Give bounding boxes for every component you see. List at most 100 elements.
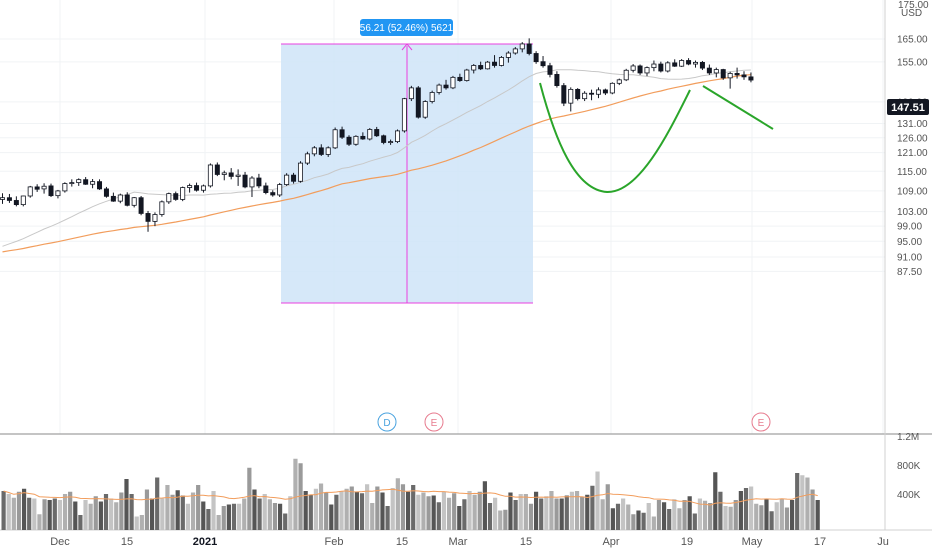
volume-bar — [702, 500, 708, 530]
volume-bar — [615, 503, 621, 530]
price-tick-label: 115.00 — [897, 167, 927, 178]
earnings-marker[interactable] — [751, 412, 771, 432]
candle — [311, 147, 317, 155]
volume-bar — [738, 491, 743, 530]
candle — [485, 61, 491, 70]
candle — [90, 181, 96, 185]
volume-bar — [513, 500, 518, 530]
candle — [561, 85, 567, 104]
price-axis[interactable]: 175.00 USD 165.00155.00139.00131.00126.0… — [897, 0, 929, 278]
candle — [256, 177, 262, 187]
event-markers[interactable]: D E E — [377, 412, 771, 432]
volume-bar — [190, 492, 196, 530]
candles — [0, 38, 754, 232]
candle — [249, 177, 255, 188]
candle — [457, 76, 463, 81]
volume-bar — [247, 467, 252, 530]
price-tick-label: 103.00 — [897, 207, 928, 218]
cup-curve[interactable] — [539, 82, 691, 194]
volume-bar — [621, 498, 626, 530]
candle — [339, 129, 345, 138]
volume-bar — [569, 491, 575, 530]
volume-bar — [11, 497, 16, 530]
time-tick-label: Feb — [325, 536, 344, 548]
candle — [630, 65, 636, 71]
candle — [318, 147, 324, 155]
price-tick-label: 99.00 — [897, 222, 922, 233]
currency-label: USD — [901, 8, 922, 19]
volume-bar — [47, 500, 52, 530]
last-price-marker[interactable]: 147.51 — [887, 99, 929, 115]
volume-bar — [692, 513, 697, 530]
candle — [138, 197, 144, 214]
volume-bar — [390, 488, 395, 530]
volume-bar — [221, 506, 226, 530]
volume-bar — [411, 485, 416, 530]
volume-bar — [749, 486, 754, 530]
volume-bar — [155, 477, 160, 530]
volume-bar — [242, 498, 247, 530]
volume-bar — [528, 503, 534, 530]
candle — [699, 61, 705, 69]
candle — [388, 141, 394, 144]
last-price-box[interactable] — [887, 99, 929, 115]
price-tick-label: 87.50 — [897, 267, 922, 278]
cup-handle-pattern[interactable] — [539, 82, 774, 194]
measure-tool[interactable]: 56.21 (52.46%) 5621 — [281, 19, 533, 304]
volume-bar — [93, 496, 98, 530]
volume-bar — [457, 506, 462, 530]
candle — [540, 61, 546, 67]
candle — [727, 73, 733, 79]
volume-bar — [124, 479, 129, 530]
candle — [443, 84, 449, 89]
time-tick-label: 15 — [396, 536, 408, 548]
candle — [346, 136, 352, 145]
volume-bar — [62, 494, 68, 530]
volume-bar — [277, 503, 283, 530]
candle — [270, 192, 276, 196]
volume-bar — [503, 509, 508, 530]
candle — [187, 185, 193, 188]
candle — [471, 65, 477, 71]
volume-bar — [68, 491, 73, 530]
volume-bar — [626, 504, 631, 530]
candle — [325, 147, 331, 155]
candle — [332, 129, 338, 149]
candle — [429, 92, 435, 102]
earnings-marker[interactable] — [424, 412, 444, 432]
volume-bar — [139, 515, 144, 530]
candle — [277, 184, 283, 196]
volume-bar — [185, 503, 191, 530]
volume-bar — [298, 463, 303, 530]
candle — [450, 76, 456, 89]
time-tick-label: Dec — [50, 536, 70, 548]
volume-bar — [667, 509, 672, 530]
volume-tick-label: 800K — [897, 461, 921, 472]
dividend-marker[interactable] — [377, 412, 397, 432]
candle — [69, 182, 75, 185]
volume-bar — [436, 502, 441, 530]
candle — [228, 172, 234, 177]
volume-ma — [3, 488, 818, 506]
price-axis-top-label: 175.00 — [898, 0, 929, 11]
volume-bar — [472, 494, 477, 530]
candle — [83, 179, 89, 185]
time-axis[interactable]: Dec 15 2021 Feb 15 Mar 15 Apr 19 May 17 Ju — [50, 536, 889, 548]
candle — [41, 185, 47, 190]
volume-axis[interactable]: 1.2M 800K 400K — [897, 432, 921, 501]
volume-bar — [334, 494, 339, 530]
volume-bar — [32, 498, 37, 530]
volume-bar — [303, 491, 308, 530]
volume-bar — [98, 501, 103, 530]
volume-bar — [533, 491, 539, 530]
candle — [720, 69, 726, 79]
candle — [159, 201, 165, 215]
volume-bar — [134, 516, 139, 530]
candle — [478, 65, 484, 70]
candle — [117, 194, 123, 202]
volume-bar — [400, 484, 406, 530]
volume-bar — [226, 504, 231, 530]
candle — [512, 48, 518, 54]
handle-line[interactable] — [702, 85, 774, 130]
